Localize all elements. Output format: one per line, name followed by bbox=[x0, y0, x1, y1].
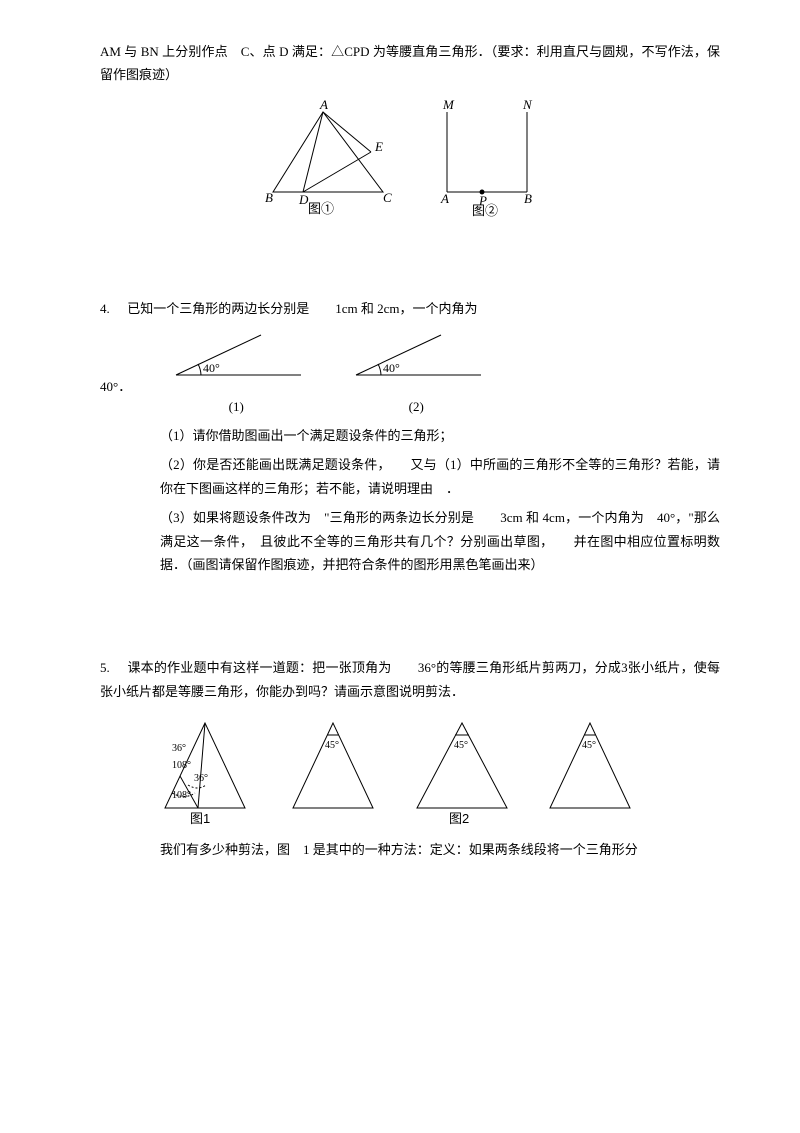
q5-figure-2a: 45° bbox=[283, 713, 383, 828]
question-5: 5. 课本的作业题中有这样一道题：把一张顶角为 36°的等腰三角形纸片剪两刀，分… bbox=[80, 656, 720, 861]
q5-figure-2b: 45° 图2 bbox=[407, 713, 517, 828]
q5-stem-text: 课本的作业题中有这样一道题：把一张顶角为 36°的等腰三角形纸片剪两刀，分成3张… bbox=[100, 660, 720, 698]
a45-2: 45° bbox=[454, 740, 468, 751]
label-C: C bbox=[383, 190, 392, 205]
fig2-caption: 图② bbox=[472, 203, 498, 217]
question-4: 4. 已知一个三角形的两边长分别是 1cm 和 2cm，一个内角为 40°． 4… bbox=[80, 297, 720, 577]
q3-figures: A B D C E 图① M N A P B 图② bbox=[80, 97, 720, 217]
q4-p2: （2）你是否还能画出既满足题设条件， 又与（1）中所画的三角形不全等的三角形？若… bbox=[160, 453, 720, 500]
sub-2: (2) bbox=[341, 395, 491, 418]
a45-3: 45° bbox=[582, 740, 596, 751]
label-B2: B bbox=[524, 191, 532, 206]
a36-1: 36° bbox=[172, 743, 186, 754]
q4-forty: 40°． bbox=[100, 375, 131, 418]
a108-2: 108° bbox=[172, 790, 191, 801]
q5-stem: 5. 课本的作业题中有这样一道题：把一张顶角为 36°的等腰三角形纸片剪两刀，分… bbox=[100, 656, 720, 703]
fig1-caption: 图① bbox=[308, 201, 334, 216]
angle-40-2: 40° bbox=[383, 361, 400, 375]
a108-1: 108° bbox=[172, 760, 191, 771]
question-3-cont: AM 与 BN 上分别作点 C、点 D 满足：△CPD 为等腰直角三角形．（要求… bbox=[80, 40, 720, 217]
q5-end: 我们有多少种剪法，图 1 是其中的一种方法：定义：如果两条线段将一个三角形分 bbox=[160, 838, 720, 861]
q4-angle-figures: 40°． 40° (1) 40° (2) bbox=[100, 330, 720, 418]
a36-2: 36° bbox=[194, 773, 208, 784]
q5-figure-3: 45° bbox=[540, 713, 640, 828]
q4-stem-text: 已知一个三角形的两边长分别是 1cm 和 2cm，一个内角为 bbox=[127, 301, 477, 316]
angle-figure-2: 40° (2) bbox=[341, 330, 491, 418]
figure-2: M N A P B 图② bbox=[427, 97, 547, 217]
q4-number: 4. bbox=[100, 297, 124, 320]
q5-fig2-caption: 图2 bbox=[449, 811, 469, 826]
label-A: A bbox=[319, 97, 328, 112]
q4-p1: （1）请你借助图画出一个满足题设条件的三角形； bbox=[160, 424, 720, 447]
q4-p3: （3）如果将题设条件改为 "三角形的两条边长分别是 3cm 和 4cm，一个内角… bbox=[160, 506, 720, 576]
label-B: B bbox=[265, 190, 273, 205]
q4-stem: 4. 已知一个三角形的两边长分别是 1cm 和 2cm，一个内角为 bbox=[100, 297, 720, 320]
q5-figures: 36° 108° 36° 108° 图1 45° 45° 图2 bbox=[140, 713, 720, 828]
label-A2: A bbox=[440, 191, 449, 206]
label-M: M bbox=[442, 97, 455, 112]
sub-1: (1) bbox=[161, 395, 311, 418]
label-E: E bbox=[374, 139, 383, 154]
angle-40-1: 40° bbox=[203, 361, 220, 375]
label-N: N bbox=[522, 97, 533, 112]
q3-text: AM 与 BN 上分别作点 C、点 D 满足：△CPD 为等腰直角三角形．（要求… bbox=[100, 40, 720, 87]
angle-figure-1: 40° (1) bbox=[161, 330, 311, 418]
q5-fig1-caption: 图1 bbox=[190, 811, 210, 826]
a45-1: 45° bbox=[325, 740, 339, 751]
q5-figure-1: 36° 108° 36° 108° 图1 bbox=[150, 713, 260, 828]
q5-number: 5. bbox=[100, 656, 124, 679]
figure-1: A B D C E 图① bbox=[253, 97, 403, 217]
